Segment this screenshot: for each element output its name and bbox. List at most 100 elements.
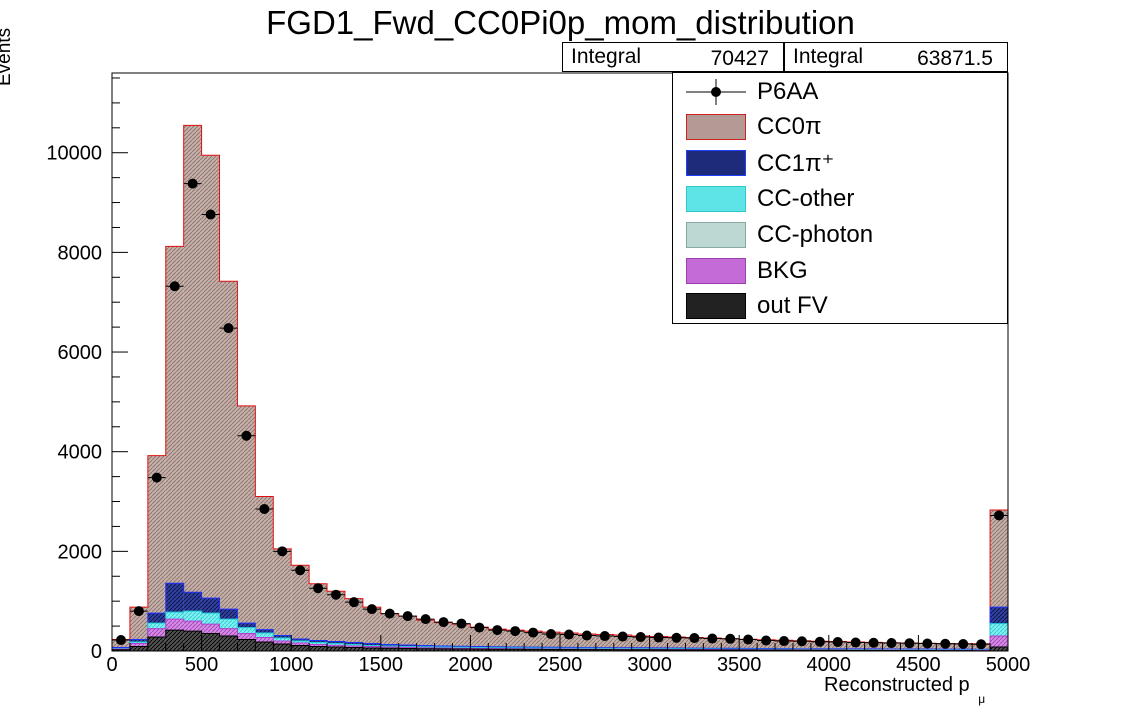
data-point — [599, 631, 610, 642]
data-point — [743, 634, 754, 645]
data-point — [868, 637, 879, 648]
bar-cc0pi — [273, 548, 292, 651]
x-tick-label: 500 — [185, 654, 218, 676]
data-point — [295, 565, 306, 576]
bar-cc0pi — [201, 155, 220, 651]
y-tick-label: 4000 — [58, 442, 103, 464]
data-point — [904, 638, 915, 649]
data-point — [348, 597, 359, 608]
data-point — [402, 611, 413, 622]
bar-outfv — [219, 636, 238, 651]
data-point — [707, 633, 718, 644]
data-point — [940, 638, 951, 649]
data-point — [581, 630, 592, 641]
stats-value-2: 63871.5 — [917, 47, 993, 70]
data-point — [994, 510, 1005, 521]
bar-outfv — [380, 648, 399, 651]
bar-outfv — [577, 649, 596, 651]
bar-outfv — [434, 648, 453, 651]
x-tick-label: 4500 — [896, 654, 941, 676]
data-point — [528, 627, 539, 638]
cc1pi-swatch-icon — [686, 150, 746, 176]
bar-outfv — [344, 647, 363, 651]
y-tick-label: 2000 — [58, 541, 103, 563]
data-point — [313, 583, 324, 594]
data-point — [635, 632, 646, 643]
legend-label: CC-photon — [757, 221, 874, 248]
bar-cc0pi — [219, 281, 238, 651]
bar-outfv — [255, 642, 274, 651]
legend-entry-outfv: out FV — [673, 290, 1007, 324]
y-tick-label: 0 — [91, 641, 102, 663]
x-tick-label: 2500 — [538, 654, 583, 676]
outfv-swatch-icon — [686, 293, 746, 319]
bar-outfv — [362, 648, 381, 651]
bar-cc0pi — [165, 246, 184, 651]
bar-cc0pi — [291, 565, 310, 651]
data-point — [438, 617, 449, 628]
axes: 0 500 1000 1500 2000 2500 3000 3500 4000 4500 5000… — [46, 77, 1030, 676]
bar-outfv — [506, 649, 525, 651]
bar-cc0pi — [327, 591, 345, 651]
ccphoton-swatch-icon — [686, 222, 746, 248]
data-point — [976, 639, 987, 650]
data-points — [112, 178, 1008, 650]
legend-entry-cc0pi: CC0π — [673, 111, 1007, 145]
bar-cc0pi — [595, 634, 614, 651]
bar-outfv — [649, 649, 668, 651]
bar-outfv — [165, 630, 184, 651]
data-point — [832, 637, 843, 648]
stats-box-2: Integral 63871.5 — [784, 42, 1008, 72]
legend-entry-cc1pi: CC1π⁺ — [673, 147, 1007, 181]
y-tick-label: 6000 — [58, 342, 103, 364]
bar-cc0pi — [488, 629, 507, 651]
data-point — [115, 635, 126, 646]
bar-cc0pi — [237, 405, 256, 651]
x-tick-label: 4000 — [807, 654, 852, 676]
x-tick-label: 3500 — [717, 654, 762, 676]
bar-cc0pi — [613, 635, 632, 651]
bar-outfv — [237, 639, 256, 651]
bar-cc0pi — [470, 627, 489, 651]
data-point — [151, 472, 162, 483]
y-axis-label: Events — [0, 27, 15, 86]
bar-cc0pi — [183, 125, 202, 651]
bar-cc0pi — [309, 583, 328, 651]
data-point — [259, 503, 270, 514]
stats-label-2: Integral — [793, 45, 864, 68]
ccother-swatch-icon — [686, 186, 746, 212]
y-tick-label: 10000 — [46, 143, 102, 165]
data-point — [796, 636, 807, 647]
data-point — [205, 209, 216, 220]
bar-cc0pi — [380, 613, 399, 651]
x-tick-label: 1500 — [359, 654, 404, 676]
bar-cc0pi — [344, 598, 363, 651]
legend-entry-bkg: BKG — [673, 255, 1007, 289]
data-marker-icon — [686, 79, 746, 105]
data-point — [420, 614, 431, 625]
bar-outfv — [398, 648, 417, 651]
bar-outfv — [990, 647, 1008, 651]
chart-title: FGD1_Fwd_CC0Pi0p_mom_distribution — [266, 4, 855, 41]
bar-outfv — [327, 647, 345, 651]
bar-outfv — [488, 649, 507, 651]
data-point — [814, 636, 825, 647]
legend-label: CC-other — [757, 185, 855, 212]
bar-outfv — [309, 646, 328, 651]
bar-outfv — [685, 649, 704, 651]
x-tick-label: 0 — [106, 654, 117, 676]
bar-cc0pi — [560, 633, 578, 651]
bar-outfv — [452, 649, 471, 651]
data-point — [850, 637, 861, 648]
data-point — [510, 626, 521, 637]
bar-outfv — [291, 645, 310, 651]
data-point — [277, 546, 288, 557]
data-point — [241, 430, 252, 441]
bar-cc0pi — [524, 631, 543, 651]
bar-cc0pi — [577, 634, 596, 651]
bar-cc0pi — [542, 632, 560, 651]
legend-label: P6AA — [757, 78, 819, 105]
x-tick-label: 1000 — [269, 654, 314, 676]
data-point — [474, 622, 485, 633]
